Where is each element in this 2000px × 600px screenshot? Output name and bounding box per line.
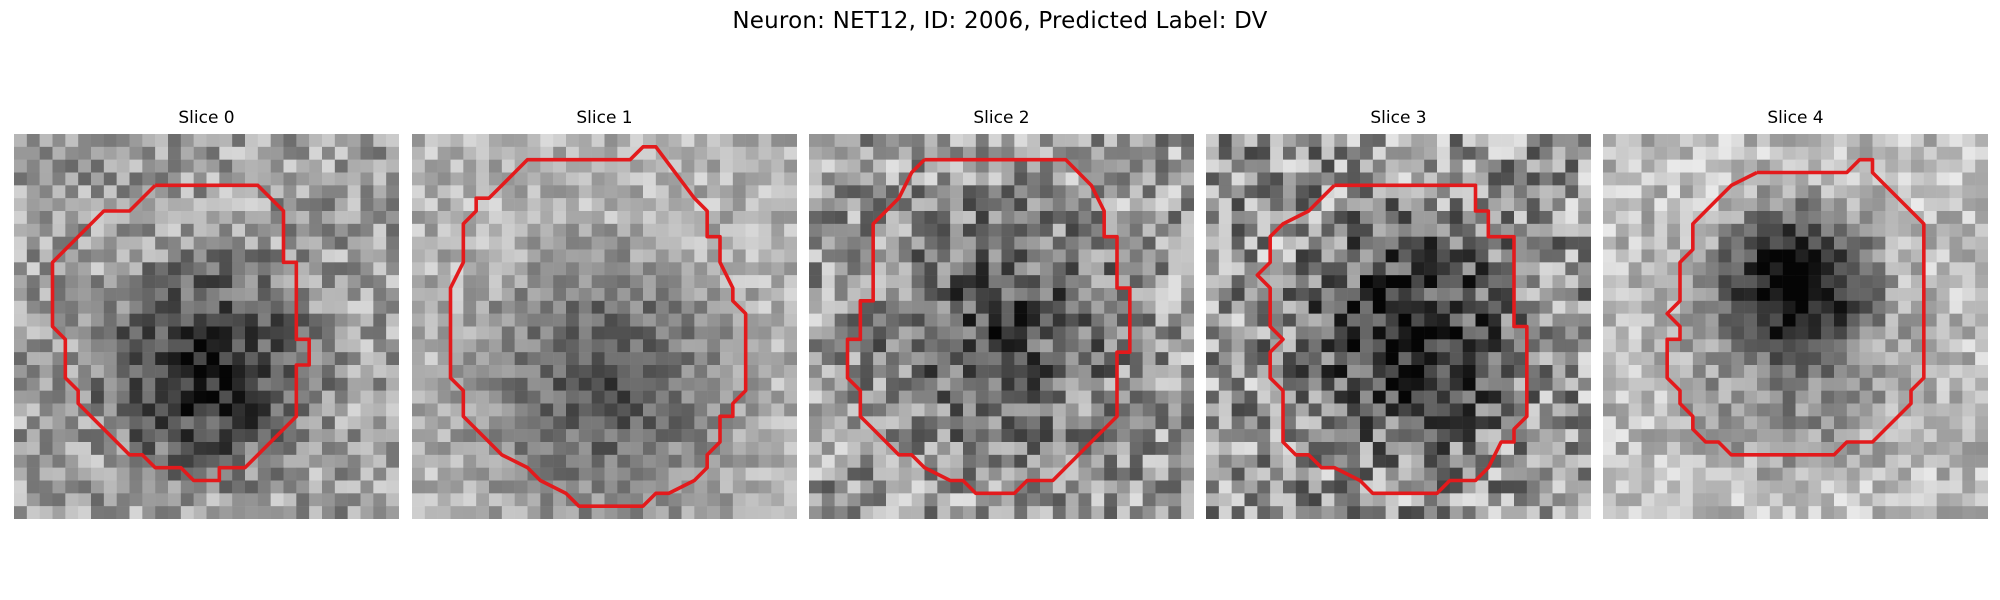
slice-image-2 (809, 134, 1194, 519)
figure-title: Neuron: NET12, ID: 2006, Predicted Label… (732, 8, 1268, 34)
slice-title-2: Slice 2 (973, 108, 1030, 128)
slice-image-1 (412, 134, 797, 519)
slice-title-3: Slice 3 (1370, 108, 1427, 128)
contour-outline (1255, 183, 1529, 496)
contour-outline (448, 145, 748, 508)
contour-outline (845, 157, 1132, 496)
slice-image-3 (1206, 134, 1591, 519)
slice-image-4 (1603, 134, 1988, 519)
slice-title-1: Slice 1 (576, 108, 633, 128)
contour-outline (50, 183, 311, 483)
slice-title-4: Slice 4 (1767, 108, 1824, 128)
contour-outline (1665, 157, 1926, 457)
slice-title-0: Slice 0 (178, 108, 235, 128)
slice-image-0 (14, 134, 399, 519)
